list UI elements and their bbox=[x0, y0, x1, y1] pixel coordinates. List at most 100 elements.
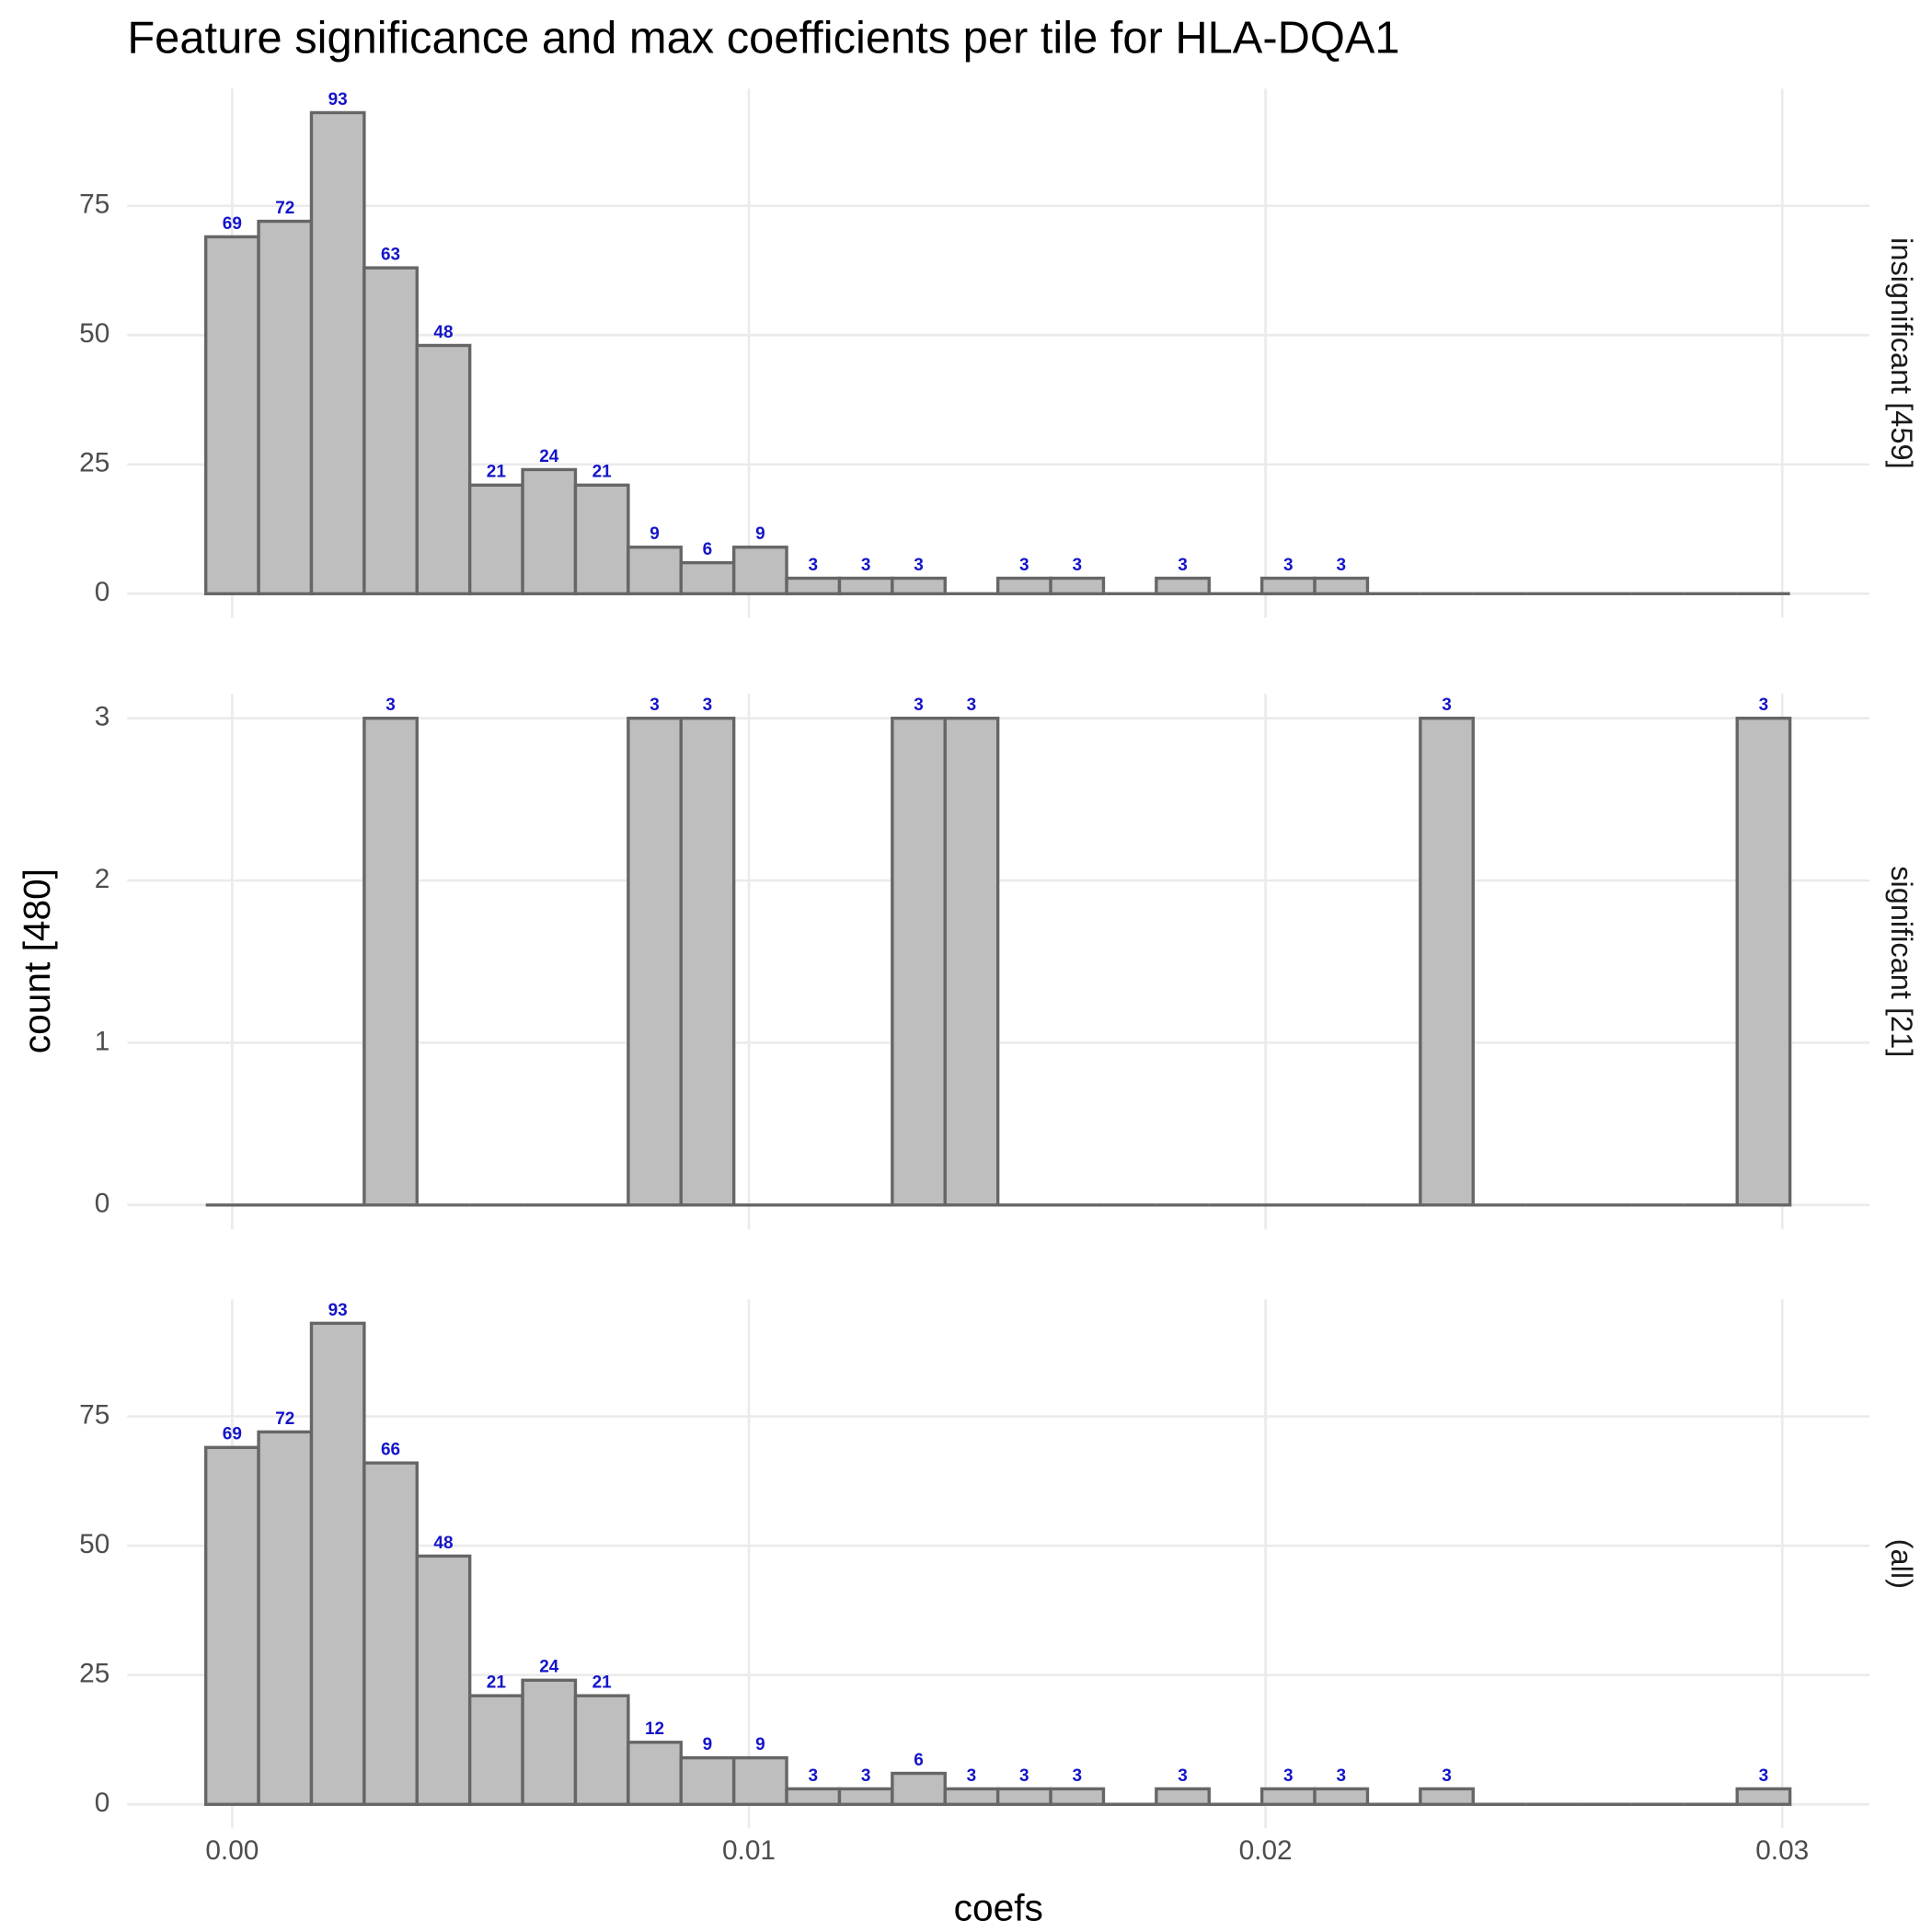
data-label: 63 bbox=[381, 246, 400, 265]
y-tick-label: 50 bbox=[79, 318, 109, 349]
bar bbox=[731, 1755, 788, 1806]
bar bbox=[1049, 576, 1106, 596]
data-label: 93 bbox=[328, 90, 348, 109]
bar bbox=[309, 1321, 366, 1806]
data-label: 3 bbox=[1019, 1766, 1029, 1786]
data-label: 48 bbox=[433, 1534, 453, 1553]
y-tick-label: 0 bbox=[95, 577, 110, 607]
facet-label: (all) bbox=[1885, 1539, 1918, 1589]
data-label: 21 bbox=[592, 1673, 613, 1693]
bar bbox=[627, 717, 683, 1207]
x-tick-label: 0.01 bbox=[722, 1835, 776, 1866]
data-label: 6 bbox=[914, 1751, 924, 1770]
bar bbox=[943, 717, 1000, 1207]
data-label: 3 bbox=[914, 556, 924, 575]
y-tick-label: 0 bbox=[95, 1189, 110, 1219]
y-tick-label: 75 bbox=[79, 1399, 109, 1430]
data-label: 3 bbox=[967, 1766, 977, 1786]
chart-title: Feature significance and max coefficient… bbox=[127, 14, 1399, 63]
bar bbox=[309, 110, 366, 596]
data-label: 66 bbox=[381, 1441, 400, 1460]
data-label: 72 bbox=[275, 199, 294, 218]
bar bbox=[943, 1787, 1000, 1806]
bar bbox=[1259, 1787, 1317, 1806]
data-label: 21 bbox=[592, 463, 613, 482]
bar bbox=[627, 1741, 683, 1806]
data-label: 9 bbox=[755, 1735, 765, 1754]
bar bbox=[467, 1694, 524, 1806]
bar bbox=[467, 483, 524, 596]
x-tick-label: 0.00 bbox=[205, 1835, 259, 1866]
bar bbox=[362, 1461, 419, 1806]
bar bbox=[995, 1787, 1052, 1806]
data-label: 93 bbox=[328, 1301, 348, 1320]
y-tick-label: 1 bbox=[95, 1026, 110, 1056]
data-label: 3 bbox=[1178, 556, 1188, 575]
data-label: 12 bbox=[645, 1719, 664, 1739]
bar bbox=[1419, 717, 1475, 1207]
bar bbox=[362, 266, 419, 596]
bar bbox=[1419, 1787, 1475, 1806]
data-label: 3 bbox=[1336, 1766, 1346, 1786]
x-tick-label: 0.02 bbox=[1239, 1835, 1293, 1866]
bar bbox=[785, 576, 842, 596]
y-tick-label: 0 bbox=[95, 1788, 110, 1818]
y-tick-label: 3 bbox=[95, 702, 110, 732]
y-axis-label: count [480] bbox=[16, 868, 58, 1053]
bar bbox=[731, 546, 788, 596]
data-label: 72 bbox=[275, 1409, 294, 1429]
data-label: 3 bbox=[1759, 696, 1769, 715]
data-label: 3 bbox=[1072, 556, 1082, 575]
bar bbox=[891, 1771, 947, 1806]
data-label: 3 bbox=[861, 556, 871, 575]
bar bbox=[891, 576, 947, 596]
bar bbox=[785, 1787, 842, 1806]
data-label: 3 bbox=[650, 696, 660, 715]
bar bbox=[1259, 576, 1317, 596]
bar bbox=[1735, 1787, 1792, 1806]
y-tick-label: 25 bbox=[79, 448, 109, 478]
facet-label: insignificant [459] bbox=[1885, 237, 1918, 469]
data-label: 9 bbox=[650, 524, 660, 544]
bar bbox=[573, 483, 630, 596]
bar bbox=[415, 343, 472, 596]
data-label: 3 bbox=[914, 696, 924, 715]
facet-label: significant [21] bbox=[1885, 866, 1918, 1057]
y-tick-label: 50 bbox=[79, 1529, 109, 1559]
x-tick-label: 0.03 bbox=[1755, 1835, 1809, 1866]
bar bbox=[362, 717, 419, 1207]
data-label: 3 bbox=[1442, 696, 1452, 715]
data-label: 3 bbox=[1442, 1766, 1452, 1786]
data-label: 69 bbox=[223, 1425, 242, 1444]
bar bbox=[203, 235, 260, 596]
data-label: 6 bbox=[703, 540, 713, 559]
data-label: 3 bbox=[967, 696, 977, 715]
bar bbox=[627, 546, 683, 596]
data-label: 3 bbox=[385, 696, 396, 715]
x-axis-label: coefs bbox=[954, 1887, 1043, 1929]
data-label: 21 bbox=[487, 463, 507, 482]
bar bbox=[679, 717, 736, 1207]
bar bbox=[1155, 1787, 1211, 1806]
data-label: 3 bbox=[1759, 1766, 1769, 1786]
data-label: 3 bbox=[1283, 556, 1294, 575]
bar bbox=[1049, 1787, 1106, 1806]
data-label: 3 bbox=[703, 696, 713, 715]
bar bbox=[1155, 576, 1211, 596]
data-label: 3 bbox=[808, 1766, 818, 1786]
data-label: 21 bbox=[487, 1673, 507, 1693]
data-label: 3 bbox=[1336, 556, 1346, 575]
data-label: 3 bbox=[1283, 1766, 1294, 1786]
bar bbox=[257, 1430, 314, 1806]
data-label: 3 bbox=[1019, 556, 1029, 575]
bar bbox=[573, 1694, 630, 1806]
data-label: 48 bbox=[433, 323, 453, 342]
bar bbox=[415, 1554, 472, 1806]
data-label: 3 bbox=[1072, 1766, 1082, 1786]
data-label: 24 bbox=[539, 447, 559, 466]
bar bbox=[1735, 717, 1792, 1207]
bar bbox=[891, 717, 947, 1207]
bar bbox=[837, 1787, 894, 1806]
data-label: 24 bbox=[539, 1658, 559, 1677]
